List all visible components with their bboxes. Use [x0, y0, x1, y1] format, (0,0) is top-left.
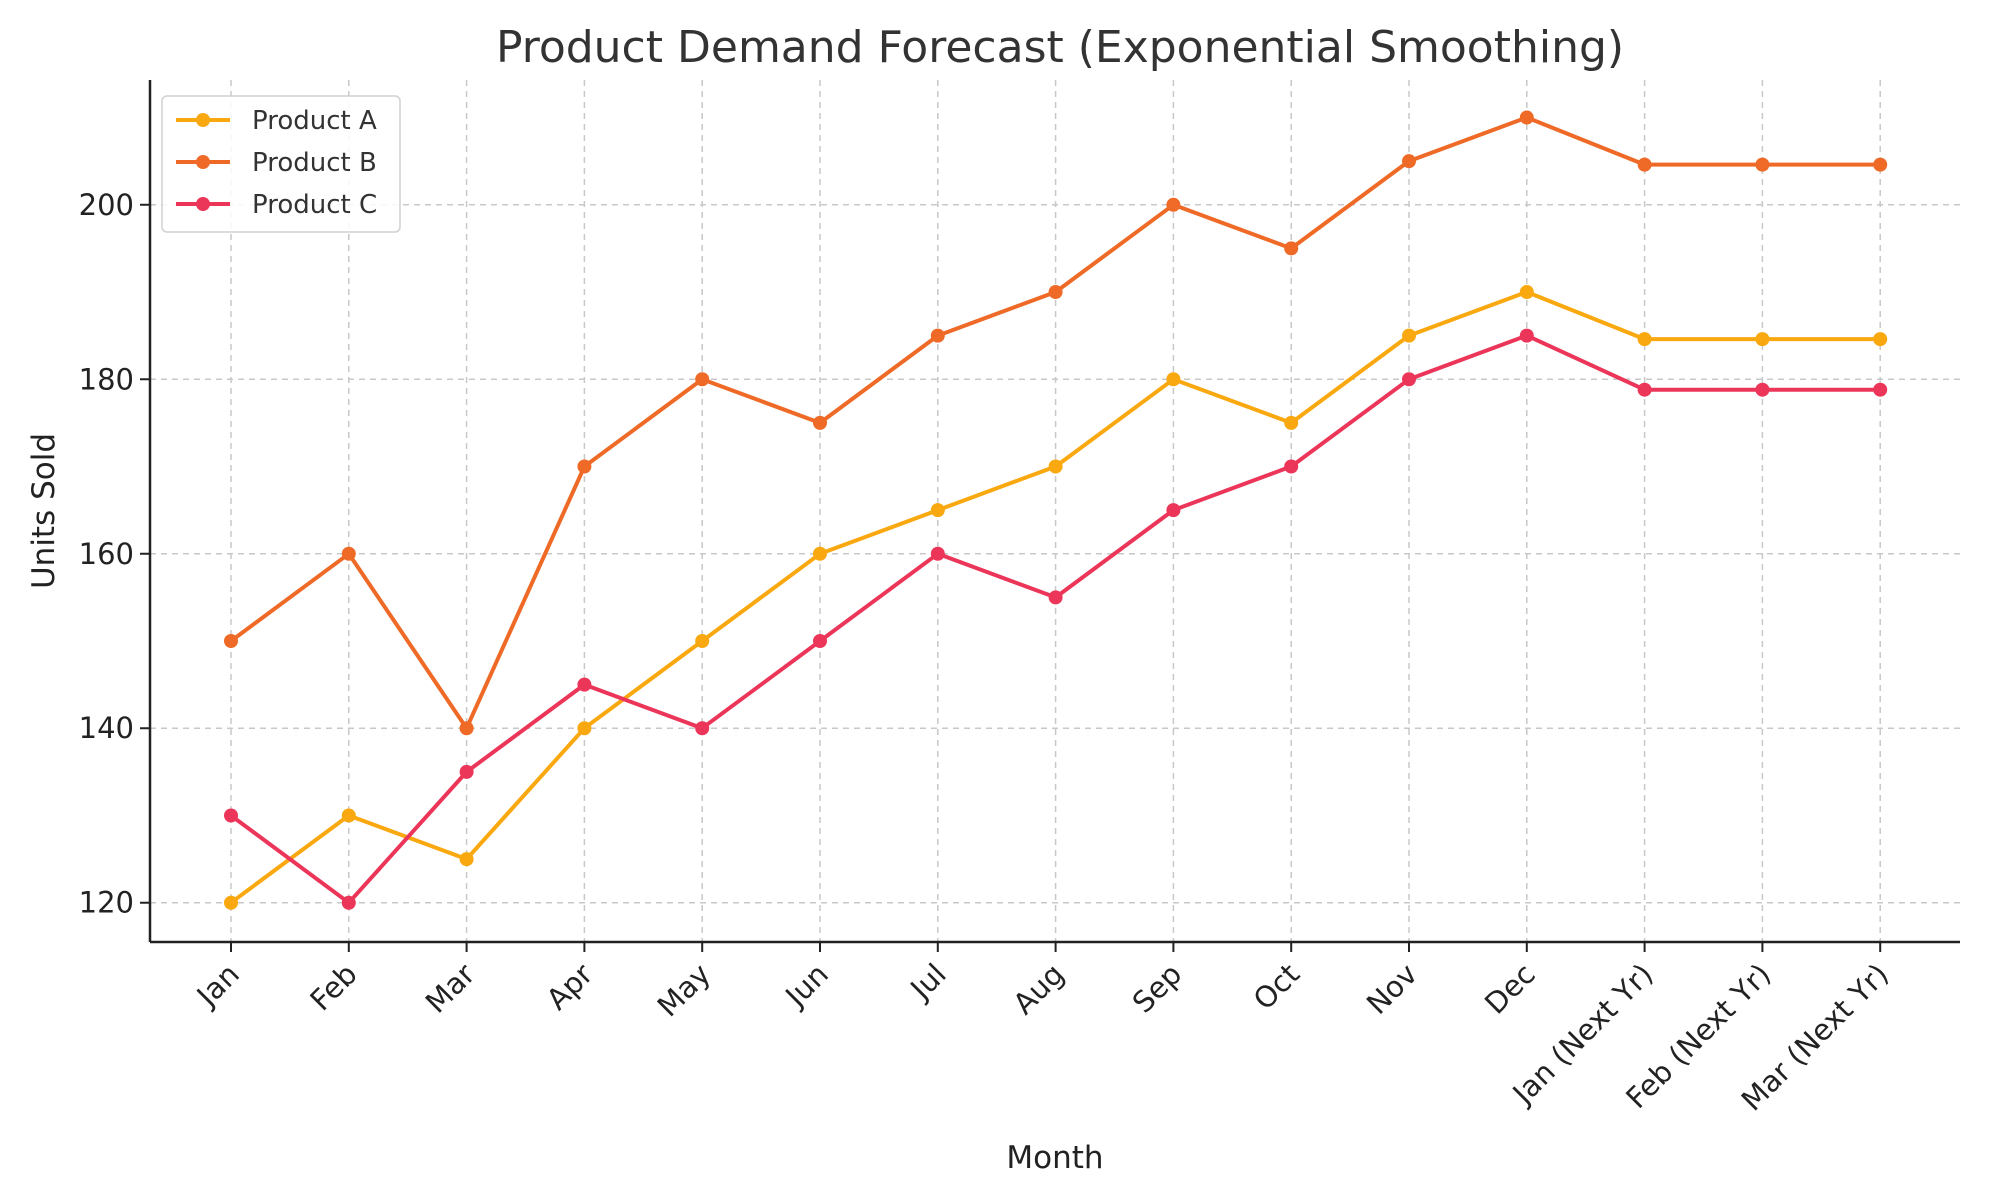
data-point — [1284, 241, 1299, 256]
grid — [150, 80, 1960, 942]
data-point — [1873, 382, 1888, 397]
data-point — [224, 808, 238, 823]
data-point — [1637, 382, 1652, 397]
y-tick-label: 120 — [79, 886, 134, 920]
series — [224, 110, 1888, 910]
data-point — [1402, 328, 1416, 343]
data-point — [813, 633, 827, 648]
x-axis-ticks: Jan Feb Mar Apr May Jun Jul Aug Sep Oct Nov DecJan … — [189, 942, 1895, 1117]
data-point — [341, 808, 356, 823]
data-point — [577, 677, 592, 692]
x-tick-label: Sep — [1126, 957, 1189, 1020]
series-2 — [224, 110, 1888, 736]
data-point — [695, 721, 710, 736]
data-point — [1519, 328, 1534, 343]
x-tick-label: Feb — [303, 957, 363, 1017]
data-point — [1873, 157, 1888, 172]
x-tick-label: Mar — [419, 957, 482, 1020]
data-point — [1048, 459, 1063, 474]
data-point — [1402, 154, 1416, 169]
series-3 — [224, 328, 1888, 910]
x-axis-label: Month — [1006, 1140, 1103, 1176]
data-point — [1755, 332, 1770, 347]
legend-marker — [196, 113, 210, 127]
y-tick-label: 160 — [79, 537, 134, 571]
x-tick-label: Oct — [1247, 957, 1307, 1017]
data-point — [1166, 197, 1181, 212]
data-point — [813, 415, 827, 430]
legend-item: Product B — [176, 148, 377, 178]
legend-label: Product C — [252, 190, 377, 220]
x-tick-label: Aug — [1006, 957, 1070, 1021]
legend-item: Product A — [176, 106, 377, 136]
legend-label: Product B — [252, 148, 377, 178]
x-tick-label: Nov — [1360, 957, 1424, 1021]
x-tick-label: Jan — [189, 957, 246, 1014]
data-point — [813, 546, 827, 561]
data-point — [459, 852, 474, 867]
y-axis-label: Units Sold — [26, 433, 62, 589]
data-point — [577, 721, 592, 736]
data-point — [577, 459, 592, 474]
data-point — [1637, 157, 1652, 172]
data-point — [224, 895, 238, 910]
x-tick-label: May — [651, 957, 717, 1023]
data-point — [1873, 332, 1888, 347]
data-point — [1755, 157, 1770, 172]
data-point — [1166, 503, 1181, 518]
data-point — [1284, 459, 1299, 474]
data-point — [224, 633, 238, 648]
legend-marker — [196, 155, 210, 169]
legend-marker — [196, 197, 210, 211]
data-point — [1048, 590, 1063, 605]
y-tick-label: 180 — [79, 362, 134, 396]
legend: Product A Product B Product C — [161, 95, 401, 233]
x-tick-label: Apr — [540, 957, 600, 1017]
series-1 — [224, 285, 1888, 910]
chart-title: Product Demand Forecast (Exponential Smo… — [496, 22, 1624, 73]
y-tick-label: 200 — [79, 188, 134, 222]
data-point — [1284, 415, 1299, 430]
data-point — [1637, 332, 1652, 347]
data-point — [1519, 285, 1534, 300]
data-point — [695, 633, 710, 648]
data-point — [341, 546, 356, 561]
data-point — [459, 764, 474, 779]
data-point — [930, 546, 945, 561]
y-tick-label: 140 — [79, 711, 134, 745]
data-point — [695, 372, 710, 387]
data-point — [1048, 285, 1063, 300]
legend-box — [161, 95, 401, 233]
data-point — [930, 503, 945, 518]
legend-item: Product C — [176, 190, 377, 220]
data-point — [341, 895, 356, 910]
data-point — [1166, 372, 1181, 387]
y-axis-ticks: 120 140 160 180 200 — [79, 188, 150, 920]
data-point — [1755, 382, 1770, 397]
legend-label: Product A — [252, 106, 377, 136]
x-tick-label: Jun — [777, 957, 834, 1014]
x-tick-label: Jul — [903, 957, 953, 1007]
data-point — [930, 328, 945, 343]
data-point — [1519, 110, 1534, 125]
data-point — [1402, 372, 1416, 387]
x-tick-label: Dec — [1478, 957, 1542, 1021]
data-point — [459, 721, 474, 736]
